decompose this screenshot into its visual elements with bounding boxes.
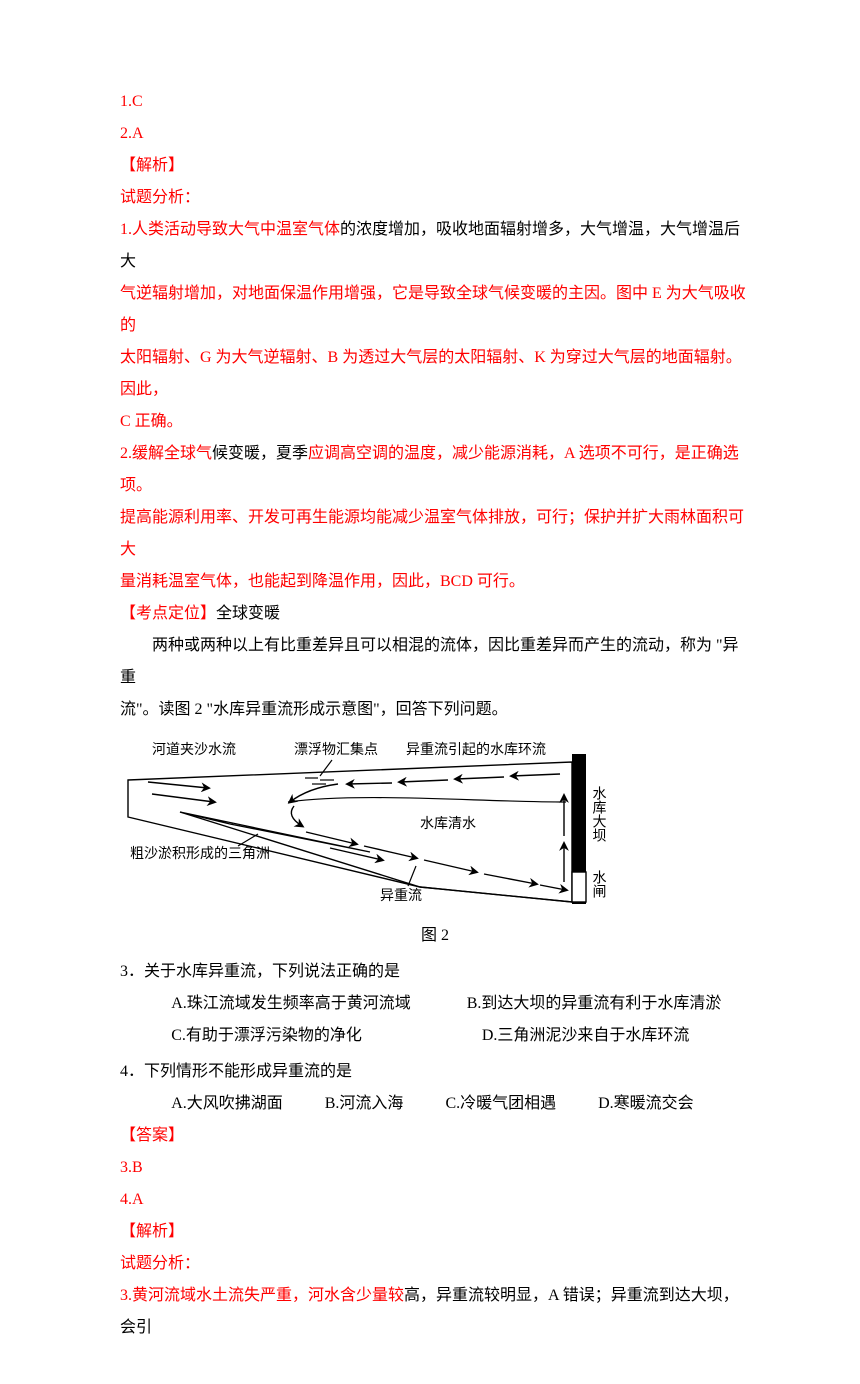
explain-1-line3: 太阳辐射、G 为大气逆辐射、B 为透过大气层的太阳辐射、K 为穿过大气层的地面辐… [120, 342, 750, 406]
q3-opt-b: B.到达大坝的异重流有利于水库清淤 [467, 988, 722, 1020]
explain-2-l1a: 2.缓解全球气 [120, 445, 212, 462]
answer-1: 1.C [120, 86, 750, 118]
daan-label-2: 【答案】 [120, 1120, 750, 1152]
explain-1-line4: C 正确。 [120, 406, 750, 438]
answer-4: 4.A [120, 1184, 750, 1216]
q4-opt-d: D.寒暖流交会 [598, 1088, 694, 1120]
explain-2-line1: 2.缓解全球气候变暖，夏季应调高空调的温度，减少能源消耗，A 选项不可行，是正确… [120, 438, 750, 502]
q4-opt-a: A.大风吹拂湖面 [171, 1088, 283, 1120]
exam-page: 1.C 2.A 【解析】 试题分析： 1.人类活动导致大气中温室气体的浓度增加，… [0, 0, 860, 1384]
explain-3-line1: 3.黄河流域水土流失严重，河水含少量较高，异重流较明显，A 错误；异重流到达大坝… [120, 1280, 750, 1344]
label-cusha: 粗沙淤积形成的三角洲 [130, 846, 270, 862]
analysis-label-2: 试题分析： [120, 1248, 750, 1280]
q3-opt-d: D.三角洲泥沙来自于水库环流 [482, 1020, 690, 1052]
label-daba: 水库大坝 [591, 786, 607, 842]
label-qingshui: 水库清水 [420, 816, 476, 832]
explain-1-line1: 1.人类活动导致大气中温室气体的浓度增加，吸收地面辐射增多，大气增温，大气增温后… [120, 214, 750, 278]
q3-opt-c: C.有助于漂浮污染物的净化 [171, 1020, 362, 1052]
q4-opt-c: C.冷暖气团相遇 [445, 1088, 556, 1120]
answer-3: 3.B [120, 1152, 750, 1184]
label-huanliu: 异重流引起的水库环流 [406, 742, 546, 758]
label-yizhong: 异重流 [380, 888, 422, 904]
intro2-line1: 两种或两种以上有比重差异且可以相混的流体，因比重差异而产生的流动，称为 "异重 [120, 630, 750, 694]
kaodian-1: 【考点定位】全球变暖 [120, 598, 750, 630]
question-4: 4．下列情形不能形成异重流的是 A.大风吹拂湖面 B.河流入海 C.冷暖气团相遇… [120, 1056, 750, 1120]
q3-stem: 3．关于水库异重流，下列说法正确的是 [120, 956, 750, 988]
explain-3-l1a: 3.黄河流域水土流失严重，河水含少量较 [120, 1287, 404, 1304]
label-piaofu: 漂浮物汇集点 [294, 741, 378, 758]
kaodian-label: 【考点定位】 [120, 605, 216, 622]
label-hedao: 河道夹沙水流 [152, 742, 236, 758]
jiexi-label-2: 【解析】 [120, 1216, 750, 1248]
label-shuizha: 水闸 [591, 870, 607, 899]
explain-2-line2: 提高能源利用率、开发可再生能源均能减少温室气体排放，可行；保护并扩大雨林面积可大 [120, 502, 750, 566]
explain-2-line3: 量消耗温室气体，也能起到降温作用，因此，BCD 可行。 [120, 566, 750, 598]
figure-2-caption: 图 2 [120, 920, 750, 952]
answer-2: 2.A [120, 118, 750, 150]
explain-1-line2: 气逆辐射增加，对地面保温作用增强，它是导致全球气候变暖的主因。图中 E 为大气吸… [120, 278, 750, 342]
intro2-line2: 流"。读图 2 "水库异重流形成示意图"，回答下列问题。 [120, 694, 750, 726]
q4-stem: 4．下列情形不能形成异重流的是 [120, 1056, 750, 1088]
question-3: 3．关于水库异重流，下列说法正确的是 A.珠江流域发生频率高于黄河流域 B.到达… [120, 956, 750, 1052]
explain-2-l1b: 候变暖，夏季 [212, 445, 308, 462]
jiexi-label-1: 【解析】 [120, 150, 750, 182]
reservoir-diagram-svg: 河道夹沙水流 漂浮物汇集点 异重流引起的水库环流 [120, 732, 640, 918]
analysis-label-1: 试题分析： [120, 182, 750, 214]
explain-1-l1a: 1.人类活动导致大气中温室气体 [120, 221, 340, 238]
kaodian-text: 全球变暖 [216, 605, 280, 622]
q3-opt-a: A.珠江流域发生频率高于黄河流域 [171, 988, 411, 1020]
figure-2: 河道夹沙水流 漂浮物汇集点 异重流引起的水库环流 [120, 732, 750, 952]
q4-opt-b: B.河流入海 [325, 1088, 404, 1120]
